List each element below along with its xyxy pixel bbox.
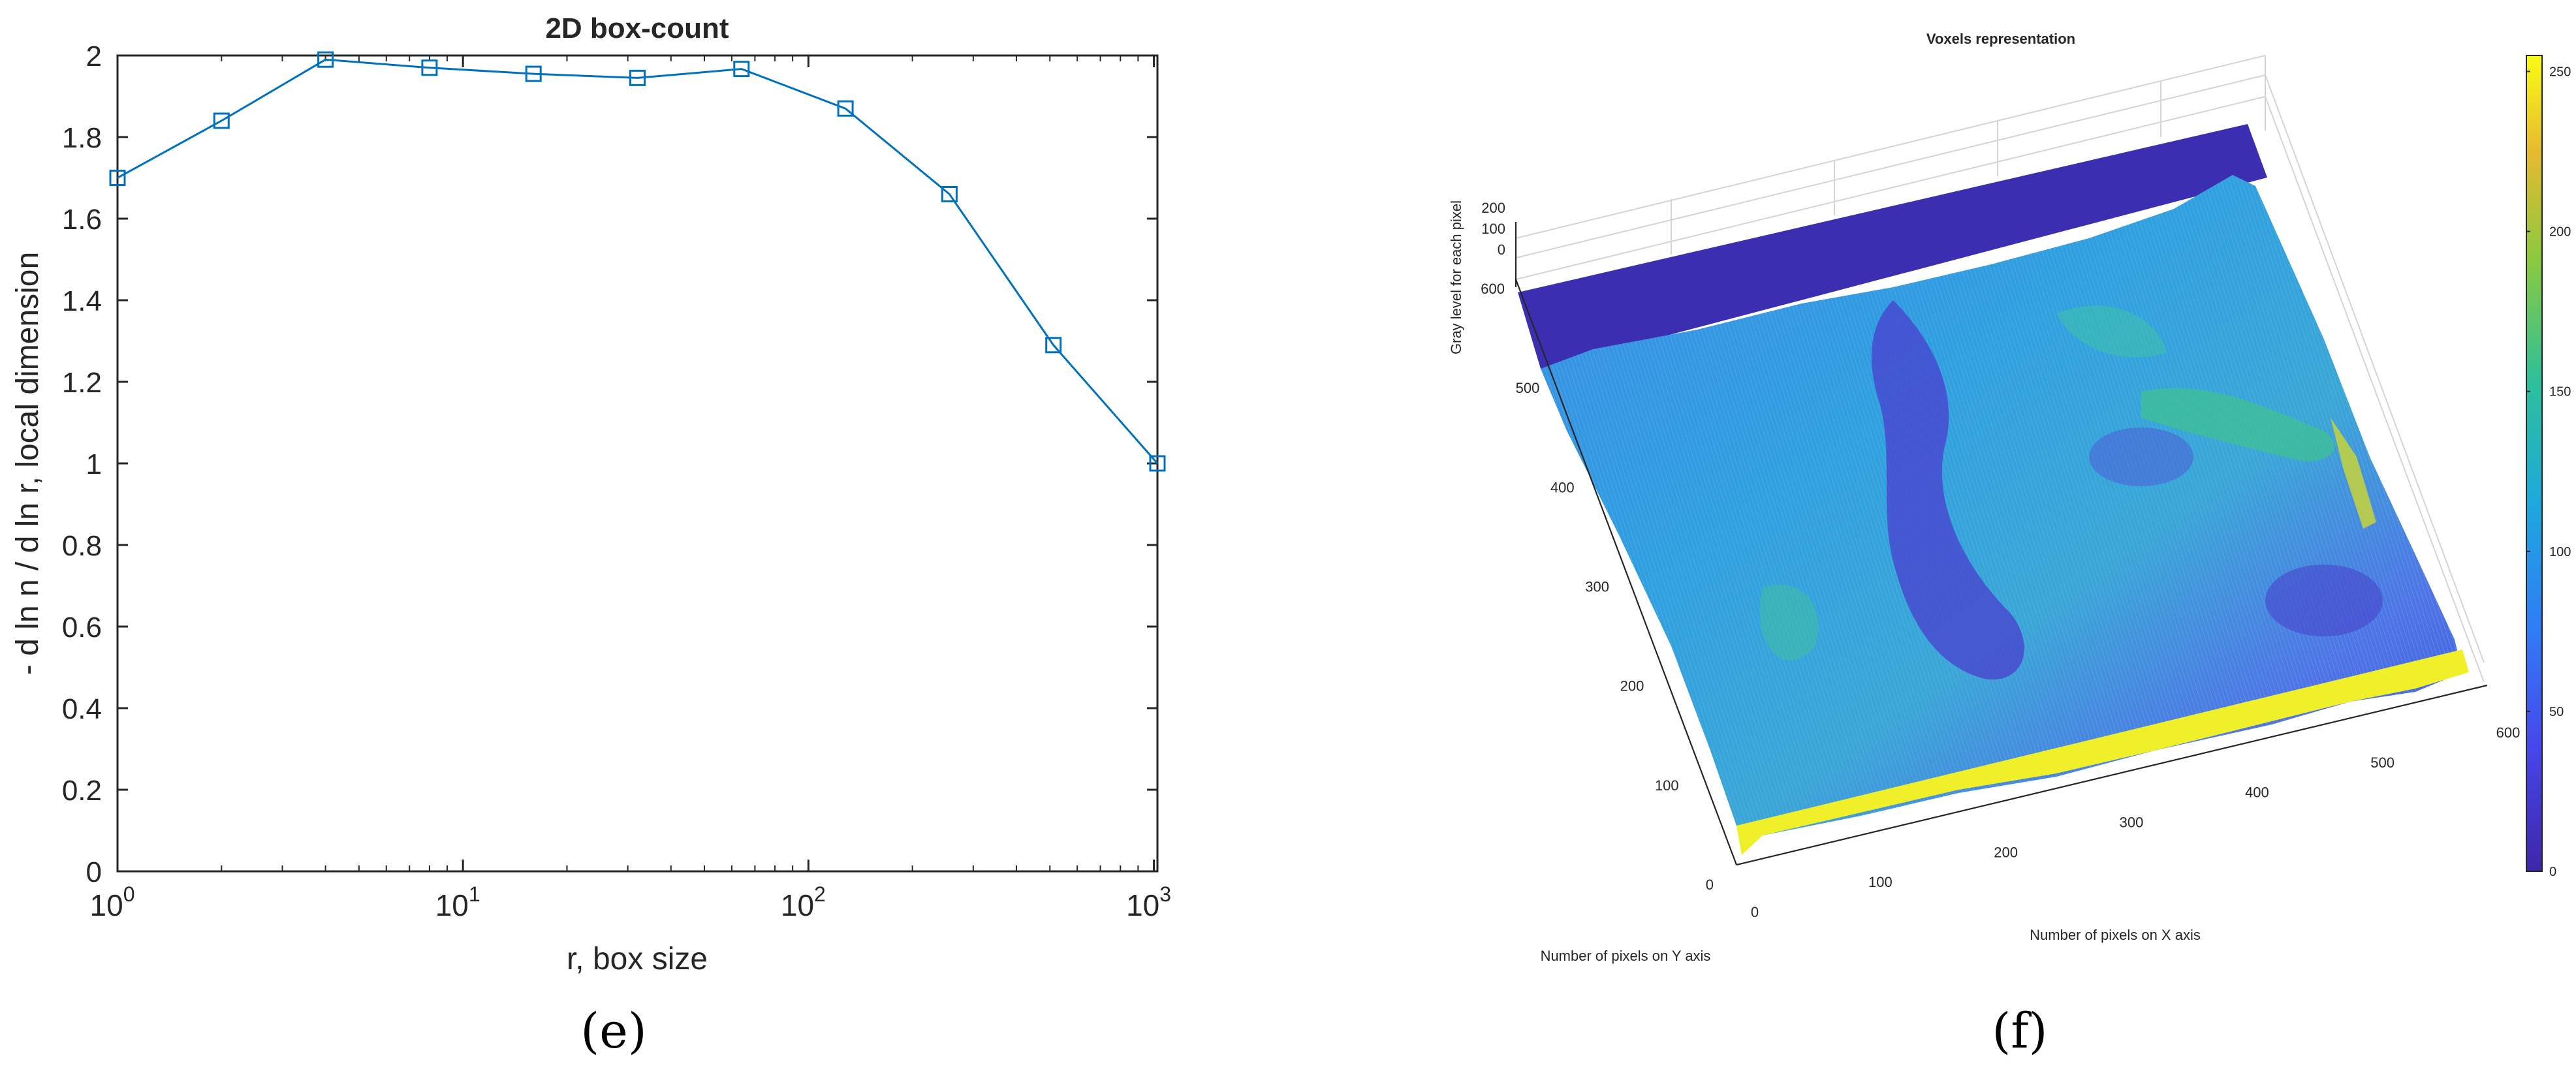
y-tick-label: 0.8 [62, 530, 102, 562]
back-plane [1518, 124, 2267, 369]
colorbar-tick-label: 150 [2549, 385, 2571, 399]
x-tick-label: 0 [1751, 904, 1759, 920]
colorbar-tick-label: 100 [2549, 545, 2571, 559]
x-tick-label: 102 [781, 882, 826, 922]
y-tick-label: 600 [1481, 281, 1505, 297]
plot-area-frame [116, 54, 1159, 873]
box-count-chart: 2D box-count 0 0.2 0.4 0.6 0.8 1 1.2 1.4 1.6 1.8 2… [10, 12, 1171, 976]
colorbar-ticks: 0 50 100 150 200 250 [2526, 65, 2571, 879]
z-axis-label: Gray level for each pixel [1448, 200, 1464, 354]
x-axis: 100 101 102 103 [90, 55, 1171, 922]
y-tick-label: 300 [1585, 579, 1609, 595]
data-point-marker [317, 51, 334, 68]
data-point-marker [213, 112, 230, 129]
x-tick-label: 101 [435, 882, 480, 922]
y-tick-label: 1.8 [62, 122, 102, 154]
y-tick-label: 1 [86, 448, 102, 480]
green-ridge [1760, 584, 1819, 661]
data-point-marker [837, 100, 854, 117]
y-tick-label: 0 [1706, 877, 1714, 893]
surface-mesh [1541, 175, 2462, 835]
y-axis: 0 100 200 300 400 500 600 [1481, 281, 1714, 893]
x-axis-label: Number of pixels on X axis [2030, 927, 2201, 943]
z-tick-label: 0 [1498, 241, 1505, 258]
data-point-marker [525, 65, 542, 82]
colorbar [2526, 55, 2543, 872]
x-tick-label: 100 [90, 882, 135, 922]
y-tick-label: 200 [1620, 678, 1644, 694]
y-tick-label: 0 [86, 856, 102, 888]
data-point-marker [941, 186, 958, 202]
dark-valley [1871, 300, 2024, 680]
y-tick-label: 1.4 [62, 285, 102, 317]
y-tick-label: 400 [1550, 479, 1575, 495]
colorbar-tick-label: 250 [2549, 65, 2571, 80]
yellow-ridge [2331, 418, 2376, 529]
dark-patch [2265, 565, 2383, 636]
data-point-marker [1149, 455, 1166, 472]
x-axis: 0 100 200 300 400 500 600 [1751, 724, 2520, 920]
data-point-marker [733, 61, 750, 78]
data-point-marker [109, 170, 126, 186]
y-tick-label: 1.2 [62, 367, 102, 399]
y-tick-label: 0.6 [62, 612, 102, 644]
y-tick-label: 100 [1655, 777, 1679, 794]
z-axis: 0 100 200 [1481, 200, 1505, 258]
axis-lines [1515, 222, 2488, 866]
x-tick-label: 600 [2496, 724, 2521, 741]
y-tick-label: 2 [86, 40, 102, 72]
y-axis-label: - d ln n / d ln r, local dimension [10, 252, 45, 675]
voxels-title: Voxels representation [1926, 31, 2075, 47]
x-tick-label: 300 [2120, 815, 2144, 831]
colorbar-tick-label: 50 [2549, 705, 2564, 719]
data-series [109, 51, 1166, 472]
box-grid [1515, 55, 2485, 683]
x-axis-label: r, box size [567, 942, 708, 976]
x-tick-label: 100 [1868, 874, 1893, 890]
y-tick-label: 0.2 [62, 775, 102, 807]
y-tick-label: 0.4 [62, 693, 102, 725]
chart-title: 2D box-count [545, 12, 729, 44]
x-tick-label: 400 [2245, 785, 2269, 801]
x-tick-label: 500 [2370, 754, 2395, 771]
x-tick-label: 200 [1994, 844, 2018, 860]
caption-f: (f) [1992, 1003, 2047, 1059]
y-axis-label: Number of pixels on Y axis [1541, 948, 1711, 964]
green-ridge [2141, 388, 2335, 461]
data-point-marker [1045, 337, 1062, 354]
colorbar-tick-label: 200 [2549, 225, 2571, 240]
y-tick-label: 1.6 [62, 204, 102, 236]
colorbar-tick-label: 0 [2549, 865, 2556, 879]
z-tick-label: 200 [1481, 200, 1505, 216]
caption-e: (e) [580, 1003, 647, 1059]
y-tick-label: 500 [1516, 380, 1540, 396]
voxels-chart: Voxels representation [1448, 31, 2571, 964]
green-ridge [2056, 305, 2167, 358]
x-tick-label: 103 [1126, 882, 1171, 922]
front-wall [1736, 649, 2469, 855]
z-tick-label: 100 [1481, 221, 1505, 237]
series-line [117, 58, 1159, 464]
dark-patch [2089, 428, 2193, 486]
data-point-marker [421, 59, 438, 76]
y-axis: 0 0.2 0.4 0.6 0.8 1 1.2 1.4 1.6 1.8 2 [62, 40, 1157, 888]
data-point-marker [629, 69, 646, 86]
